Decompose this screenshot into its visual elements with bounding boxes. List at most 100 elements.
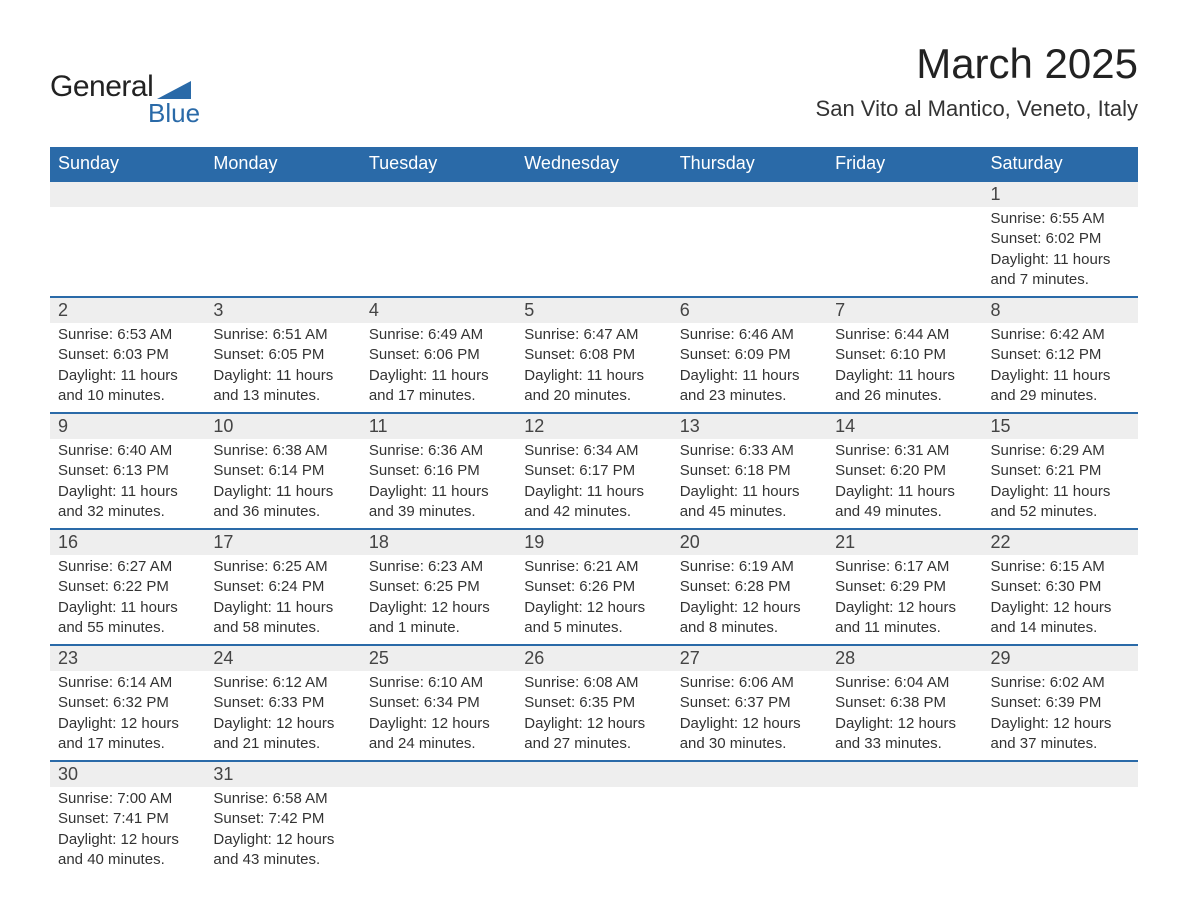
day-number — [50, 182, 205, 206]
sunset-line: Sunset: 6:32 PM — [58, 693, 197, 713]
sunset-line: Sunset: 6:21 PM — [991, 461, 1130, 481]
sunset-line: Sunset: 7:41 PM — [58, 809, 197, 829]
day-data: Sunrise: 6:33 AMSunset: 6:18 PMDaylight:… — [672, 439, 827, 528]
daylight-line: Daylight: 11 hours and 58 minutes. — [213, 598, 352, 639]
week-daydata-row: Sunrise: 6:55 AMSunset: 6:02 PMDaylight:… — [50, 207, 1138, 297]
day-data: Sunrise: 6:38 AMSunset: 6:14 PMDaylight:… — [205, 439, 360, 528]
daylight-line: Daylight: 11 hours and 26 minutes. — [835, 366, 974, 407]
day-data: Sunrise: 6:34 AMSunset: 6:17 PMDaylight:… — [516, 439, 671, 528]
sunrise-line: Sunrise: 6:58 AM — [213, 789, 352, 809]
sunset-line: Sunset: 6:05 PM — [213, 345, 352, 365]
day-number: 30 — [50, 762, 205, 787]
day-number: 3 — [205, 298, 360, 323]
daylight-line: Daylight: 12 hours and 14 minutes. — [991, 598, 1130, 639]
daylight-line: Daylight: 12 hours and 43 minutes. — [213, 830, 352, 871]
daylight-line: Daylight: 12 hours and 27 minutes. — [524, 714, 663, 755]
week-daynum-row: 2345678 — [50, 297, 1138, 323]
weekday-header: Thursday — [672, 147, 827, 181]
day-number — [516, 762, 671, 786]
day-data — [516, 787, 671, 795]
day-data: Sunrise: 6:47 AMSunset: 6:08 PMDaylight:… — [516, 323, 671, 412]
daylight-line: Daylight: 11 hours and 45 minutes. — [680, 482, 819, 523]
sunrise-line: Sunrise: 6:36 AM — [369, 441, 508, 461]
day-number — [516, 182, 671, 206]
sunrise-line: Sunrise: 6:02 AM — [991, 673, 1130, 693]
day-number: 28 — [827, 646, 982, 671]
day-number — [672, 762, 827, 786]
sunrise-line: Sunrise: 6:10 AM — [369, 673, 508, 693]
day-number: 23 — [50, 646, 205, 671]
day-data: Sunrise: 6:40 AMSunset: 6:13 PMDaylight:… — [50, 439, 205, 528]
day-data: Sunrise: 6:46 AMSunset: 6:09 PMDaylight:… — [672, 323, 827, 412]
day-number: 18 — [361, 530, 516, 555]
day-data: Sunrise: 6:58 AMSunset: 7:42 PMDaylight:… — [205, 787, 360, 876]
day-data: Sunrise: 6:31 AMSunset: 6:20 PMDaylight:… — [827, 439, 982, 528]
week-daynum-row: 3031 — [50, 761, 1138, 787]
day-number: 10 — [205, 414, 360, 439]
title-block: March 2025 San Vito al Mantico, Veneto, … — [816, 40, 1138, 122]
day-number: 11 — [361, 414, 516, 439]
day-number — [827, 762, 982, 786]
day-number: 16 — [50, 530, 205, 555]
sunrise-line: Sunrise: 6:23 AM — [369, 557, 508, 577]
sunrise-line: Sunrise: 6:34 AM — [524, 441, 663, 461]
sunrise-line: Sunrise: 6:49 AM — [369, 325, 508, 345]
day-number — [361, 182, 516, 206]
sunrise-line: Sunrise: 6:21 AM — [524, 557, 663, 577]
day-data: Sunrise: 6:44 AMSunset: 6:10 PMDaylight:… — [827, 323, 982, 412]
day-data: Sunrise: 6:12 AMSunset: 6:33 PMDaylight:… — [205, 671, 360, 760]
day-data: Sunrise: 6:10 AMSunset: 6:34 PMDaylight:… — [361, 671, 516, 760]
day-data: Sunrise: 6:21 AMSunset: 6:26 PMDaylight:… — [516, 555, 671, 644]
day-data: Sunrise: 6:53 AMSunset: 6:03 PMDaylight:… — [50, 323, 205, 412]
day-data: Sunrise: 6:49 AMSunset: 6:06 PMDaylight:… — [361, 323, 516, 412]
daylight-line: Daylight: 12 hours and 8 minutes. — [680, 598, 819, 639]
sunrise-line: Sunrise: 6:15 AM — [991, 557, 1130, 577]
day-data: Sunrise: 6:19 AMSunset: 6:28 PMDaylight:… — [672, 555, 827, 644]
daylight-line: Daylight: 12 hours and 21 minutes. — [213, 714, 352, 755]
day-number — [983, 762, 1138, 786]
weekday-header: Friday — [827, 147, 982, 181]
sunset-line: Sunset: 6:16 PM — [369, 461, 508, 481]
daylight-line: Daylight: 11 hours and 23 minutes. — [680, 366, 819, 407]
day-data — [827, 207, 982, 215]
sunrise-line: Sunrise: 6:14 AM — [58, 673, 197, 693]
daylight-line: Daylight: 12 hours and 11 minutes. — [835, 598, 974, 639]
sunset-line: Sunset: 6:28 PM — [680, 577, 819, 597]
location: San Vito al Mantico, Veneto, Italy — [816, 96, 1138, 122]
daylight-line: Daylight: 12 hours and 5 minutes. — [524, 598, 663, 639]
day-number: 20 — [672, 530, 827, 555]
sunset-line: Sunset: 6:34 PM — [369, 693, 508, 713]
sunrise-line: Sunrise: 7:00 AM — [58, 789, 197, 809]
sunrise-line: Sunrise: 6:29 AM — [991, 441, 1130, 461]
day-data: Sunrise: 6:27 AMSunset: 6:22 PMDaylight:… — [50, 555, 205, 644]
day-number — [205, 182, 360, 206]
daylight-line: Daylight: 12 hours and 1 minute. — [369, 598, 508, 639]
day-data — [516, 207, 671, 215]
day-number: 12 — [516, 414, 671, 439]
day-number: 5 — [516, 298, 671, 323]
daylight-line: Daylight: 11 hours and 29 minutes. — [991, 366, 1130, 407]
week-daydata-row: Sunrise: 6:53 AMSunset: 6:03 PMDaylight:… — [50, 323, 1138, 413]
daylight-line: Daylight: 11 hours and 52 minutes. — [991, 482, 1130, 523]
sunrise-line: Sunrise: 6:40 AM — [58, 441, 197, 461]
day-number: 21 — [827, 530, 982, 555]
sunrise-line: Sunrise: 6:33 AM — [680, 441, 819, 461]
sunset-line: Sunset: 6:35 PM — [524, 693, 663, 713]
day-data: Sunrise: 6:15 AMSunset: 6:30 PMDaylight:… — [983, 555, 1138, 644]
daylight-line: Daylight: 12 hours and 30 minutes. — [680, 714, 819, 755]
sunset-line: Sunset: 6:09 PM — [680, 345, 819, 365]
sunset-line: Sunset: 6:22 PM — [58, 577, 197, 597]
sunset-line: Sunset: 6:24 PM — [213, 577, 352, 597]
week-daynum-row: 16171819202122 — [50, 529, 1138, 555]
sunset-line: Sunset: 6:33 PM — [213, 693, 352, 713]
day-data: Sunrise: 6:51 AMSunset: 6:05 PMDaylight:… — [205, 323, 360, 412]
day-number — [672, 182, 827, 206]
daylight-line: Daylight: 12 hours and 33 minutes. — [835, 714, 974, 755]
daylight-line: Daylight: 11 hours and 17 minutes. — [369, 366, 508, 407]
sunset-line: Sunset: 6:26 PM — [524, 577, 663, 597]
day-number: 14 — [827, 414, 982, 439]
sunset-line: Sunset: 6:13 PM — [58, 461, 197, 481]
day-data — [827, 787, 982, 795]
day-data: Sunrise: 7:00 AMSunset: 7:41 PMDaylight:… — [50, 787, 205, 876]
sunrise-line: Sunrise: 6:38 AM — [213, 441, 352, 461]
